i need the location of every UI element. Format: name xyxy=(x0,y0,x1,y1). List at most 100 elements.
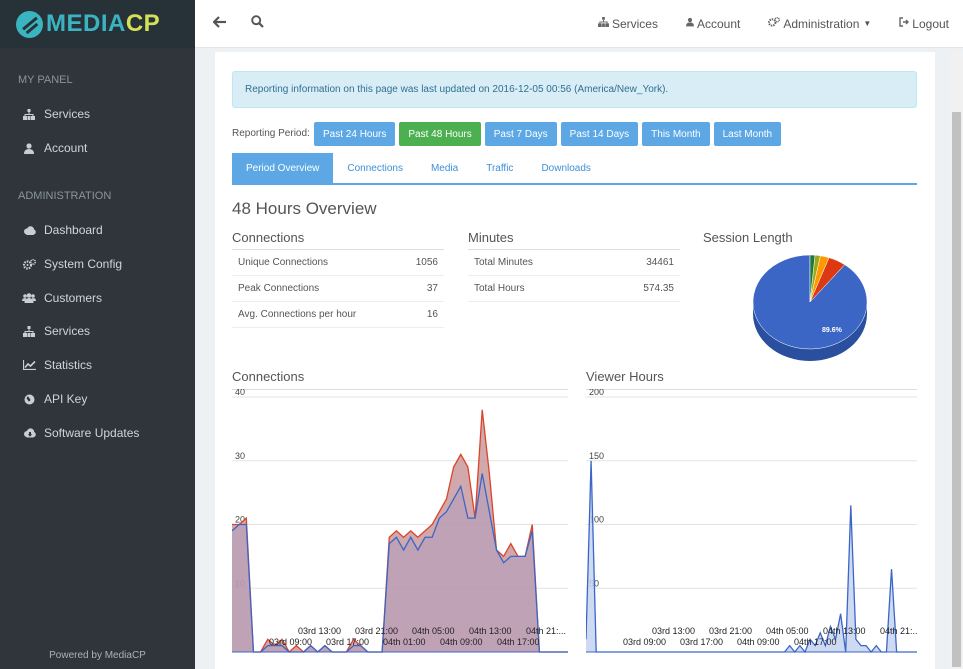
topbar-menu: Services Account Administration ▼ Logout xyxy=(598,17,963,31)
nav-section-administration: ADMINISTRATION xyxy=(18,190,112,202)
x-tick-label: 04th 05:00 xyxy=(766,626,809,636)
viewer-hours-chart-title: Viewer Hours xyxy=(586,369,664,384)
x-tick-label: 03rd 21:00 xyxy=(355,626,398,636)
user-icon xyxy=(22,142,36,154)
sitemap-icon xyxy=(22,108,36,120)
sidebar-item-label: Statistics xyxy=(44,358,93,372)
y-tick-label: 30 xyxy=(235,451,245,461)
search-icon[interactable] xyxy=(247,15,267,32)
reporting-period-label: Reporting Period: xyxy=(232,128,310,139)
period-this-month-button[interactable]: This Month xyxy=(642,122,710,146)
stat-value: 16 xyxy=(426,309,438,320)
series-area xyxy=(232,473,568,652)
stat-row: Peak Connections 37 xyxy=(232,276,444,302)
topbar: Services Account Administration ▼ Logout xyxy=(195,0,963,48)
tab-traffic[interactable]: Traffic xyxy=(486,163,514,174)
x-tick-label: 03rd 13:00 xyxy=(298,626,341,636)
back-arrow-icon[interactable] xyxy=(209,15,229,32)
brand-name-part2: CP xyxy=(125,10,161,37)
sidebar-item-dashboard[interactable]: Dashboard xyxy=(0,215,195,245)
pie-depth xyxy=(753,302,867,361)
x-tick-label: 04th 21:... xyxy=(526,626,566,636)
stat-label: Peak Connections xyxy=(238,283,320,294)
sidebar-item-services[interactable]: Services xyxy=(0,99,195,129)
chart-line-icon xyxy=(22,360,36,370)
period-past-24-hours-button[interactable]: Past 24 Hours xyxy=(314,122,396,146)
connections-stats: Connections Unique Connections 1056 Peak … xyxy=(232,230,444,328)
powered-by: Powered by MediaCP xyxy=(49,650,146,661)
info-alert: Reporting information on this page was l… xyxy=(232,71,917,108)
logout-icon xyxy=(899,17,910,30)
stat-row: Avg. Connections per hour 16 xyxy=(232,302,444,328)
sidebar-item-statistics[interactable]: Statistics xyxy=(0,350,195,380)
topbar-administration-label: Administration xyxy=(783,16,860,31)
sidebar-item-software-updates[interactable]: Software Updates xyxy=(0,418,195,448)
series-line xyxy=(232,409,568,654)
cogs-icon xyxy=(768,16,781,30)
y-tick-label: 100 xyxy=(589,515,604,525)
stat-value: 34461 xyxy=(646,257,674,268)
y-tick-label: 40 xyxy=(235,389,245,397)
x-tick-label: 03rd 21:00 xyxy=(709,626,752,636)
stat-value: 37 xyxy=(426,283,438,294)
stat-row: Unique Connections 1056 xyxy=(232,250,444,276)
cogs-icon xyxy=(22,258,36,270)
period-last-month-button[interactable]: Last Month xyxy=(713,122,782,146)
sidebar-item-services-admin[interactable]: Services xyxy=(0,316,195,346)
nav-section-my-panel: MY PANEL xyxy=(18,74,73,86)
sidebar-item-account[interactable]: Account xyxy=(0,133,195,163)
topbar-account-link[interactable]: Account xyxy=(685,17,740,31)
globe-icon xyxy=(22,394,36,405)
x-tick-label: 03rd 13:00 xyxy=(652,626,695,636)
tab-media[interactable]: Media xyxy=(430,163,459,174)
minutes-stats: Minutes Total Minutes 34461 Total Hours 57… xyxy=(468,230,680,302)
x-tick-label: 04th 21:... xyxy=(880,626,917,636)
tab-period-overview[interactable]: Period Overview xyxy=(232,153,334,184)
minutes-stats-title: Minutes xyxy=(468,230,680,250)
page-title: 48 Hours Overview xyxy=(232,199,377,218)
stat-label: Total Minutes xyxy=(474,257,533,268)
topbar-services-link[interactable]: Services xyxy=(598,17,658,31)
sidebar-item-system-config[interactable]: System Config xyxy=(0,249,195,279)
scrollbar[interactable] xyxy=(950,52,963,669)
brand[interactable]: MEDIACP xyxy=(0,0,195,48)
sidebar-item-api-key[interactable]: API Key xyxy=(0,384,195,414)
tab-downloads[interactable]: Downloads xyxy=(541,163,591,174)
cloud-download-icon xyxy=(22,428,36,438)
sidebar: MEDIACP MY PANEL Services Account ADMINI… xyxy=(0,0,195,669)
period-past-48-hours-button[interactable]: Past 48 Hours xyxy=(399,122,481,146)
series-area xyxy=(586,460,917,652)
x-tick-label: 04th 13:00 xyxy=(823,626,866,636)
sitemap-icon xyxy=(22,325,36,337)
period-past-14-days-button[interactable]: Past 14 Days xyxy=(560,122,639,146)
y-tick-label: 200 xyxy=(589,389,604,397)
x-tick-label: 04th 09:00 xyxy=(737,637,780,647)
x-tick-label: 04th 09:00 xyxy=(440,637,483,647)
sidebar-item-label: Software Updates xyxy=(44,426,140,440)
topbar-administration-dropdown[interactable]: Administration ▼ xyxy=(768,17,871,31)
stat-label: Avg. Connections per hour xyxy=(238,309,357,320)
stat-row: Total Hours 574.35 xyxy=(468,276,680,302)
sidebar-item-label: System Config xyxy=(44,257,123,271)
sidebar-item-label: Customers xyxy=(44,291,103,305)
brand-name: MEDIACP xyxy=(46,10,160,38)
topbar-logout-link[interactable]: Logout xyxy=(899,17,949,31)
sidebar-item-label: Services xyxy=(44,107,91,121)
sidebar-item-customers[interactable]: Customers xyxy=(0,283,195,313)
caret-down-icon: ▼ xyxy=(863,19,872,28)
stat-label: Unique Connections xyxy=(238,257,329,268)
sidebar-item-label: API Key xyxy=(44,392,88,406)
session-length-title: Session Length xyxy=(703,230,793,245)
x-tick-label: 03rd 17:00 xyxy=(680,637,723,647)
topbar-logout-label: Logout xyxy=(912,16,949,31)
x-tick-label: 04th 17:00 xyxy=(497,637,540,647)
tab-connections[interactable]: Connections xyxy=(347,163,403,174)
scrollbar-thumb[interactable] xyxy=(952,112,961,667)
connections-chart-title: Connections xyxy=(232,369,305,384)
user-icon xyxy=(685,17,694,30)
sidebar-item-label: Services xyxy=(44,324,91,338)
period-past-7-days-button[interactable]: Past 7 Days xyxy=(484,122,557,146)
stat-value: 574.35 xyxy=(643,283,674,294)
